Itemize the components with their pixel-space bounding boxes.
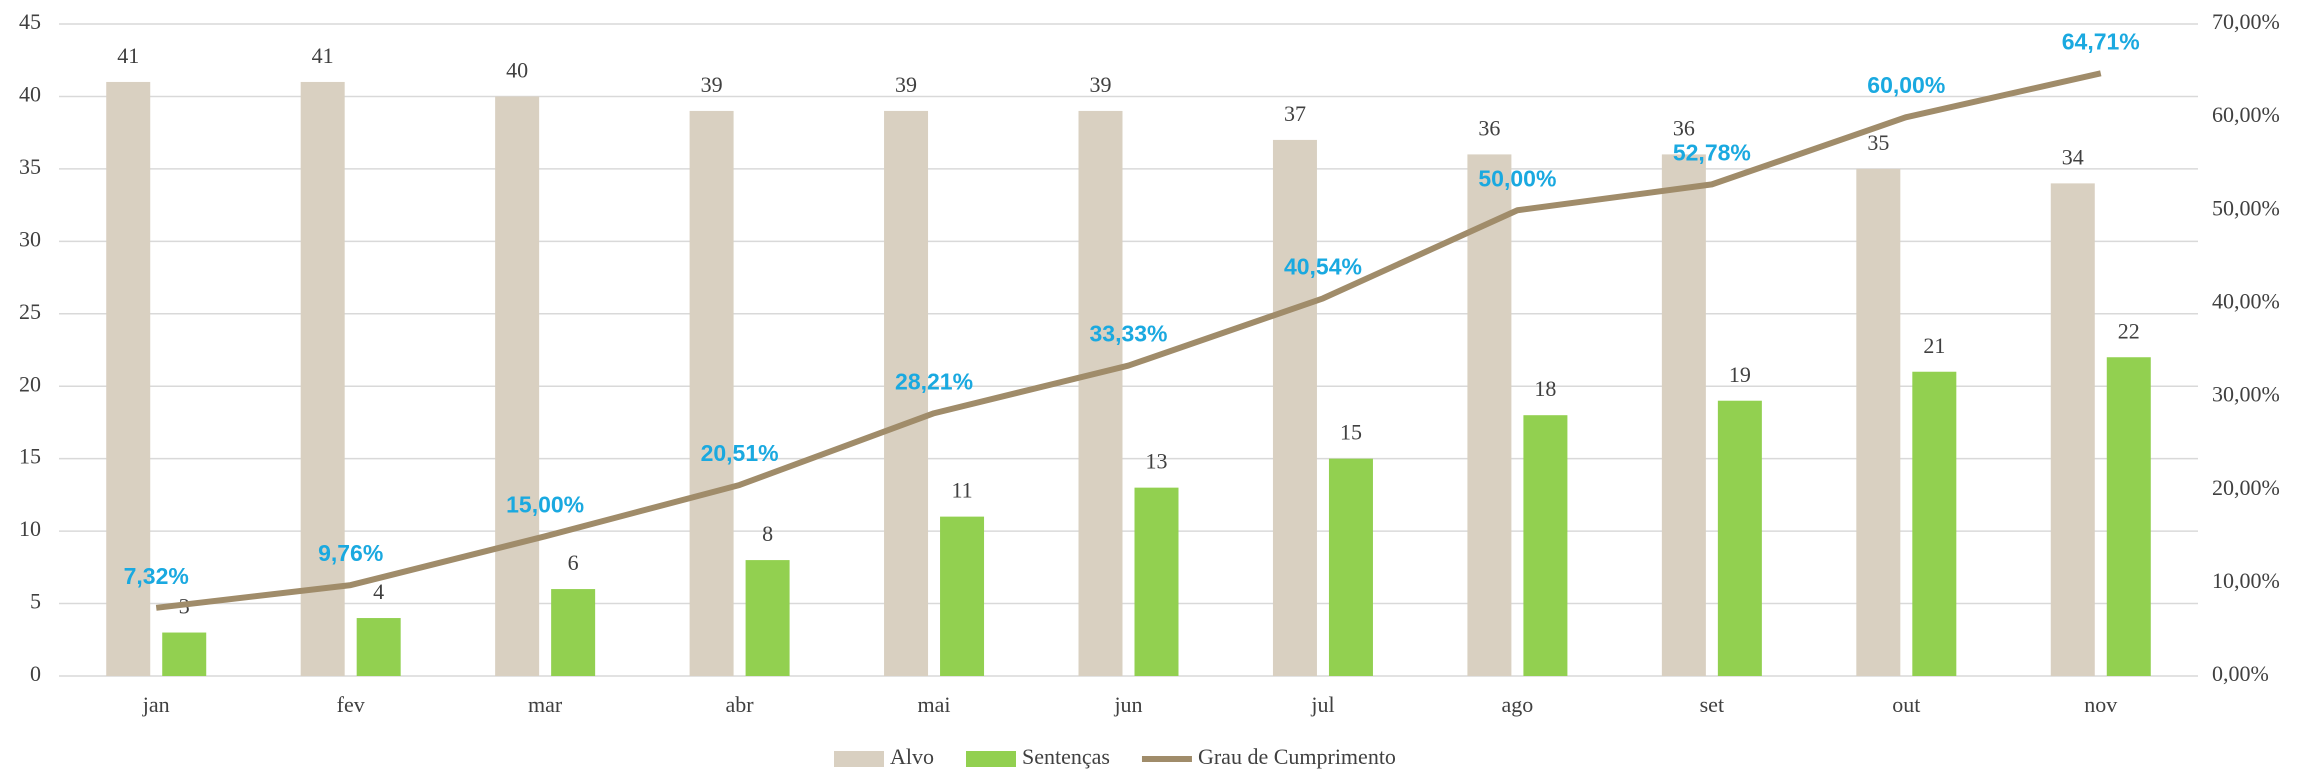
bar [1328,458,1373,676]
y-tick-label: 25 [19,299,41,324]
y-tick-label: 5 [30,589,41,614]
bar-value-label: 39 [895,72,917,97]
line-value-label: 15,00% [506,491,584,517]
legend-label: Grau de Cumprimento [1198,744,1396,769]
y2-tick-label: 20,00% [2212,475,2280,500]
bar-value-label: 35 [1867,130,1889,155]
bar [689,110,734,676]
y-tick-label: 30 [19,226,41,251]
bar [884,110,929,676]
bar-value-label: 21 [1923,333,1945,358]
y-tick-label: 40 [19,81,41,106]
bar [495,96,540,676]
bar-value-label: 19 [1729,362,1751,387]
bar [162,632,207,676]
line-value-label: 50,00% [1478,165,1556,191]
line-value-label: 20,51% [701,440,779,466]
bar [1272,139,1317,676]
bar [1134,487,1179,676]
y2-tick-label: 50,00% [2212,195,2280,220]
bar-value-label: 36 [1478,115,1500,140]
legend-swatch [966,751,1016,767]
legend-swatch [834,751,884,767]
bar [551,589,596,676]
x-tick-label: mar [528,692,563,717]
legend-label: Alvo [890,744,934,769]
bar [1856,168,1901,676]
x-tick-label: jun [1113,692,1142,717]
bar-value-label: 11 [951,478,972,503]
bar [2106,357,2151,676]
bar-value-label: 39 [701,72,723,97]
bar-value-label: 13 [1146,449,1168,474]
y-tick-label: 45 [19,9,41,34]
bar [2050,183,2095,676]
bar-value-label: 8 [762,521,773,546]
bar [940,516,985,676]
y2-tick-label: 0,00% [2212,661,2269,686]
line-value-label: 33,33% [1089,321,1167,347]
x-tick-label: nov [2084,692,2117,717]
line-value-label: 60,00% [1867,72,1945,98]
bar [1661,154,1706,676]
bar [745,560,790,676]
bar [1912,371,1957,676]
bar [356,618,401,676]
bar [300,81,345,676]
y2-tick-label: 70,00% [2212,9,2280,34]
line-value-label: 9,76% [318,540,383,566]
line-value-label: 64,71% [2062,28,2140,54]
x-tick-label: mai [918,692,951,717]
y2-tick-label: 60,00% [2212,102,2280,127]
bar [1523,415,1568,676]
y2-tick-label: 30,00% [2212,382,2280,407]
bar-value-label: 22 [2118,318,2140,343]
bar [1078,110,1123,676]
bar-value-label: 40 [506,57,528,82]
y-tick-label: 35 [19,154,41,179]
line-value-label: 28,21% [895,368,973,394]
x-tick-label: fev [337,692,365,717]
bar-value-label: 34 [2062,144,2084,169]
x-tick-label: abr [726,692,755,717]
bar-value-label: 4 [373,579,384,604]
legend-label: Sentenças [1022,744,1110,769]
x-tick-label: out [1892,692,1920,717]
bar [106,81,151,676]
line [155,70,2102,611]
bar-value-label: 41 [312,43,334,68]
y-tick-label: 10 [19,516,41,541]
bar-value-label: 15 [1340,420,1362,445]
x-tick-label: set [1700,692,1724,717]
y2-tick-label: 10,00% [2212,568,2280,593]
x-tick-label: jul [1310,692,1334,717]
bar [1467,154,1512,676]
bar-value-label: 18 [1534,376,1556,401]
line-value-label: 40,54% [1284,253,1362,279]
bar-value-label: 6 [568,550,579,575]
y-tick-label: 20 [19,371,41,396]
y-tick-label: 15 [19,444,41,469]
bar-value-label: 41 [117,43,139,68]
bar-value-label: 39 [1090,72,1112,97]
bar [1717,400,1762,676]
y2-tick-label: 40,00% [2212,288,2280,313]
bar-value-label: 37 [1284,101,1306,126]
bar-value-label: 36 [1673,115,1695,140]
x-tick-label: ago [1502,692,1534,717]
line-value-label: 52,78% [1673,139,1751,165]
x-tick-label: jan [142,692,170,717]
line-value-label: 7,32% [124,563,189,589]
y-tick-label: 0 [30,661,41,686]
